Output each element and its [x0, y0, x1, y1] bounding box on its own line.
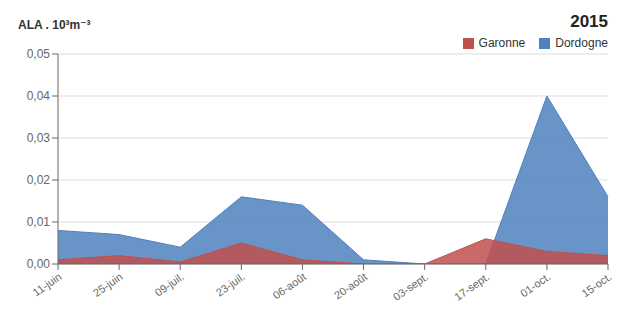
svg-text:06-août: 06-août	[271, 270, 308, 301]
svg-text:0,03: 0,03	[27, 131, 51, 145]
svg-text:0,01: 0,01	[27, 215, 51, 229]
html-text:Dordogne: Dordogne	[555, 36, 608, 50]
svg-text:03-sept.: 03-sept.	[391, 270, 430, 303]
svg-text:0,05: 0,05	[27, 47, 51, 61]
svg-text:0,02: 0,02	[27, 173, 51, 187]
svg-text:0,04: 0,04	[27, 89, 51, 103]
html-text:Garonne: Garonne	[478, 36, 526, 50]
svg-text:01-oct.: 01-oct.	[518, 270, 552, 299]
svg-text:09-juil.: 09-juil.	[152, 270, 185, 298]
svg-text:0,00: 0,00	[27, 257, 51, 271]
html-text:2015: 2015	[570, 12, 608, 31]
svg-text:11-juin: 11-juin	[30, 270, 63, 298]
svg-text:17-sept.: 17-sept.	[452, 270, 491, 303]
svg-text:23-juil.: 23-juil.	[214, 270, 247, 298]
svg-text:25-juin: 25-juin	[91, 270, 125, 299]
svg-text:15-oct.: 15-oct.	[579, 270, 613, 299]
html-text:ALA . 10³m⁻³: ALA . 10³m⁻³	[18, 18, 91, 32]
svg-text:20-août: 20-août	[332, 270, 369, 301]
